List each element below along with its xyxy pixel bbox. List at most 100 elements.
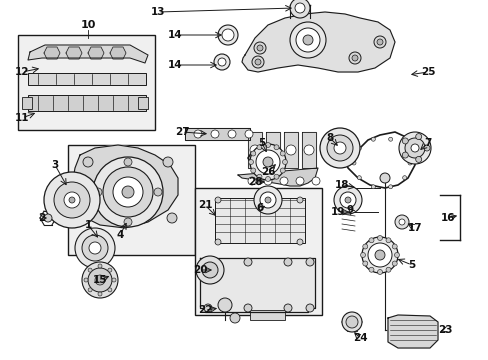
Circle shape [339, 192, 355, 208]
Circle shape [398, 132, 430, 164]
Circle shape [98, 264, 102, 268]
Circle shape [388, 137, 392, 141]
Circle shape [82, 235, 108, 261]
Circle shape [304, 145, 313, 155]
Polygon shape [200, 258, 314, 312]
Bar [28, 95, 146, 111]
Circle shape [260, 192, 275, 208]
Circle shape [264, 197, 270, 203]
Text: 9: 9 [346, 205, 353, 215]
Text: 22: 22 [197, 305, 212, 315]
Circle shape [154, 188, 162, 196]
Circle shape [248, 159, 253, 165]
Circle shape [305, 304, 313, 312]
Circle shape [113, 177, 142, 207]
Circle shape [407, 161, 411, 165]
Circle shape [362, 244, 367, 249]
Text: 17: 17 [407, 223, 422, 233]
Circle shape [83, 157, 93, 167]
Circle shape [303, 35, 312, 45]
Polygon shape [242, 12, 394, 72]
Circle shape [88, 268, 112, 292]
Text: 6: 6 [256, 203, 263, 213]
Circle shape [348, 52, 360, 64]
Circle shape [88, 288, 92, 292]
Circle shape [265, 143, 270, 148]
Circle shape [244, 258, 251, 266]
Polygon shape [387, 315, 437, 348]
Text: 13: 13 [150, 7, 165, 17]
Circle shape [250, 151, 255, 156]
Circle shape [167, 213, 177, 223]
Text: 1: 1 [84, 220, 91, 230]
Circle shape [54, 182, 90, 218]
Polygon shape [88, 47, 104, 59]
Circle shape [244, 130, 252, 138]
Circle shape [402, 138, 407, 144]
Bar [195, 188, 321, 315]
Text: 3: 3 [51, 160, 59, 170]
Bar [28, 73, 146, 85]
Circle shape [305, 258, 313, 266]
Circle shape [44, 214, 52, 222]
Circle shape [218, 25, 238, 45]
Circle shape [257, 174, 262, 179]
Polygon shape [284, 132, 297, 168]
Circle shape [82, 262, 118, 298]
Circle shape [398, 219, 404, 225]
Text: 5: 5 [258, 138, 265, 148]
Text: 27: 27 [174, 127, 189, 137]
Circle shape [280, 151, 285, 156]
Circle shape [289, 0, 309, 18]
Polygon shape [44, 47, 60, 59]
Circle shape [385, 267, 390, 272]
Circle shape [257, 145, 262, 150]
Circle shape [210, 130, 219, 138]
Circle shape [88, 268, 92, 272]
Circle shape [404, 138, 424, 158]
Circle shape [103, 167, 153, 217]
Text: 14: 14 [167, 60, 182, 70]
Circle shape [202, 262, 218, 278]
Circle shape [215, 197, 221, 203]
Circle shape [319, 128, 359, 168]
Circle shape [296, 197, 303, 203]
Circle shape [289, 22, 325, 58]
Text: 4: 4 [116, 230, 123, 240]
Circle shape [385, 238, 390, 243]
Circle shape [269, 166, 273, 170]
Circle shape [280, 168, 285, 173]
Circle shape [295, 28, 319, 52]
Text: 8: 8 [325, 133, 333, 143]
Circle shape [284, 258, 291, 266]
Text: 23: 23 [437, 325, 451, 335]
Circle shape [267, 145, 278, 155]
Circle shape [388, 185, 392, 189]
Circle shape [194, 130, 202, 138]
Text: 14: 14 [167, 30, 182, 40]
Circle shape [265, 176, 270, 181]
Text: 12: 12 [15, 67, 29, 77]
Text: 16: 16 [440, 213, 454, 223]
Circle shape [296, 239, 303, 245]
Text: 18: 18 [334, 180, 348, 190]
Circle shape [374, 250, 384, 260]
Circle shape [367, 243, 391, 267]
Circle shape [263, 157, 272, 167]
Circle shape [326, 135, 352, 161]
Circle shape [203, 304, 212, 312]
Circle shape [249, 144, 285, 180]
Circle shape [222, 29, 234, 41]
Circle shape [370, 185, 375, 189]
Circle shape [252, 166, 256, 170]
Circle shape [346, 316, 357, 328]
Circle shape [69, 197, 75, 203]
Circle shape [93, 157, 163, 227]
Circle shape [108, 268, 112, 272]
Circle shape [75, 228, 115, 268]
Circle shape [256, 150, 280, 174]
Text: 11: 11 [15, 113, 29, 123]
Circle shape [415, 134, 421, 140]
Circle shape [229, 313, 240, 323]
Text: 19: 19 [330, 207, 345, 217]
